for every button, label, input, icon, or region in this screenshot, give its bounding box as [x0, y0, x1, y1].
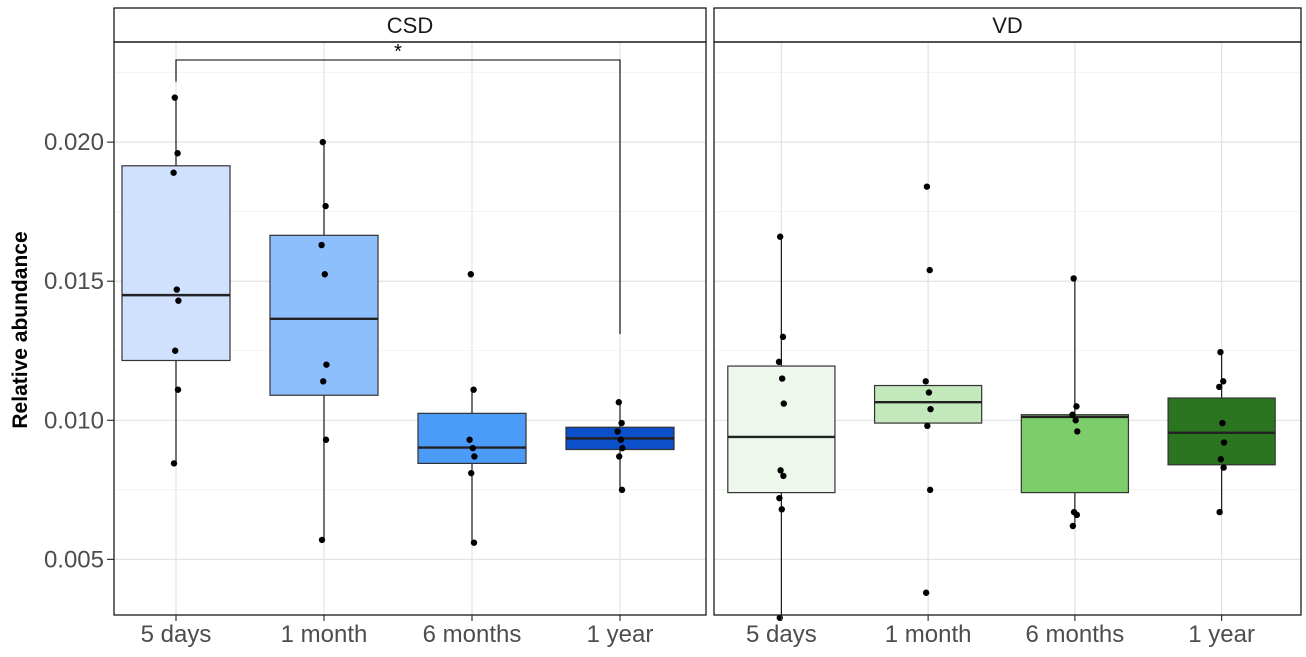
data-point	[780, 400, 787, 407]
data-point	[471, 453, 478, 460]
data-point	[925, 389, 933, 396]
data-point	[776, 233, 784, 240]
data-point	[171, 94, 178, 101]
data-point	[467, 271, 474, 278]
data-point	[618, 486, 626, 494]
data-point	[170, 460, 178, 467]
data-point	[1220, 464, 1227, 471]
data-point	[619, 444, 626, 452]
x-tick-label: 1 month	[885, 621, 972, 648]
x-tick-label: 5 days	[746, 621, 817, 648]
data-point	[616, 453, 623, 460]
box-csd	[269, 234, 379, 396]
x-tick-label: 1 year	[1188, 621, 1255, 648]
y-axis-title: Relative abundance	[9, 231, 32, 428]
data-point	[175, 297, 182, 304]
x-tick-label: 1 month	[281, 621, 368, 648]
data-point	[1216, 508, 1223, 516]
data-point	[1220, 378, 1227, 385]
data-point	[1217, 456, 1225, 463]
data-point	[778, 375, 786, 382]
data-point	[318, 241, 325, 249]
y-tick-label: 0.005	[44, 546, 104, 573]
data-point	[615, 399, 622, 406]
data-point	[1069, 411, 1076, 418]
data-point	[1072, 417, 1079, 424]
data-point	[617, 436, 624, 443]
box-vd	[1020, 414, 1130, 494]
box-vd	[1167, 397, 1276, 466]
data-point	[779, 333, 787, 341]
data-point	[614, 428, 621, 435]
data-point	[172, 347, 179, 354]
data-point	[926, 486, 934, 494]
data-point	[922, 589, 930, 596]
data-point	[318, 536, 326, 544]
data-point	[776, 494, 783, 502]
x-tick-label: 1 year	[587, 621, 654, 648]
data-point	[468, 469, 475, 477]
data-point	[322, 202, 329, 210]
data-point	[174, 150, 181, 157]
data-point	[1216, 383, 1223, 391]
data-point	[469, 444, 476, 452]
data-point	[322, 436, 330, 443]
panel-title-vd: VD	[992, 13, 1023, 38]
y-tick-label: 0.020	[44, 129, 104, 156]
data-point	[319, 138, 326, 146]
y-tick-label: 0.010	[44, 407, 104, 434]
panel-strip	[113, 7, 707, 43]
panel-border	[113, 41, 707, 616]
box-csd	[121, 165, 231, 362]
data-point	[173, 286, 180, 293]
x-tick-label: 5 days	[141, 621, 212, 648]
data-point	[778, 506, 785, 513]
text-layer: 0.005 0.010 0.015 0.020 CSD 5 days 1 month 6 mo…	[44, 13, 1255, 648]
panel-strip	[713, 7, 1302, 43]
data-point	[170, 169, 177, 176]
panel-border	[713, 41, 1302, 616]
significance-bracket	[175, 59, 621, 335]
data-point	[924, 422, 931, 430]
data-point	[1217, 348, 1224, 356]
plot-layer	[121, 59, 1276, 621]
x-tick-label: 6 months	[1026, 621, 1125, 648]
data-point	[1069, 522, 1077, 530]
data-point	[1073, 511, 1081, 519]
y-tick-label: 0.015	[44, 268, 104, 295]
data-point	[174, 386, 182, 393]
data-point	[466, 436, 473, 443]
significance-label: *	[394, 41, 402, 63]
x-tick-label: 6 months	[423, 621, 522, 648]
data-point	[321, 271, 328, 278]
panel-title-csd: CSD	[387, 13, 433, 38]
data-point	[470, 386, 477, 393]
data-point	[780, 472, 787, 480]
data-point	[323, 361, 330, 368]
data-point	[320, 378, 327, 385]
data-point	[777, 467, 784, 474]
data-point	[775, 358, 783, 366]
data-point	[1073, 403, 1080, 410]
data-point	[922, 378, 929, 385]
data-point	[1220, 439, 1228, 446]
data-point	[1070, 275, 1077, 282]
frame-layer	[107, 7, 1302, 621]
data-point	[923, 183, 931, 190]
data-point	[926, 266, 933, 274]
data-point	[1219, 419, 1226, 427]
data-point	[927, 405, 934, 413]
data-point	[618, 419, 625, 427]
data-point	[1074, 428, 1081, 435]
data-point	[470, 539, 478, 546]
